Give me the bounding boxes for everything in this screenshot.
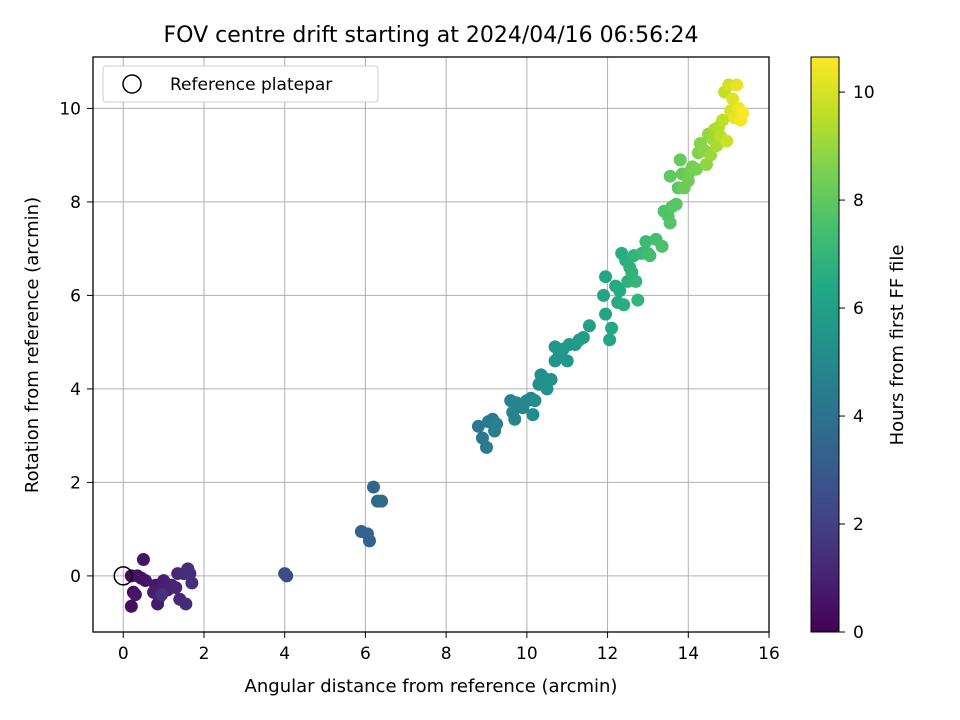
data-point [544,373,558,387]
data-point [716,113,730,127]
data-point [673,153,687,167]
y-tick-label: 0 [70,567,81,587]
data-point [375,494,389,508]
x-tick-label: 6 [360,644,371,664]
colorbar-tick-label: 0 [853,623,864,643]
data-point [185,576,199,590]
data-point [617,298,631,312]
colorbar-tick-label: 6 [853,299,864,319]
y-tick-label: 2 [70,473,81,493]
y-tick-label: 8 [70,193,81,213]
data-point [582,319,596,333]
y-tick-label: 4 [70,380,81,400]
data-point [669,197,683,211]
x-tick-label: 14 [677,644,699,664]
data-point [526,408,540,422]
data-point [560,354,574,368]
data-point [629,274,643,288]
colorbar-tick-label: 8 [853,191,864,211]
y-tick-label: 6 [70,286,81,306]
x-tick-label: 2 [199,644,210,664]
x-axis-ticks: 0 2 4 6 8 10 12 14 16 [118,632,780,664]
data-point [639,235,653,249]
data-point [597,288,611,302]
data-point [508,412,522,426]
data-point [613,284,627,298]
plot-frame [92,56,770,633]
data-point [643,249,657,263]
data-point [128,588,142,602]
legend-marker-icon [122,74,142,94]
data-point [490,417,504,431]
data-point [720,134,734,148]
y-tick-label: 10 [59,99,81,119]
data-point [663,169,677,183]
data-point [362,534,376,548]
x-tick-label: 4 [279,644,290,664]
colorbar-tick-label: 10 [853,83,875,103]
data-point [169,581,183,595]
data-point [726,92,740,106]
data-point [528,394,542,408]
x-tick-label: 12 [597,644,619,664]
data-point [599,270,613,284]
legend: Reference platepar [102,65,379,103]
y-axis-ticks: 0 2 4 6 8 10 [59,99,93,587]
data-point [730,78,744,92]
colorbar-label: Hours from first FF file [887,245,908,446]
data-point [179,597,193,611]
colorbar-gradient [810,56,840,633]
data-points [124,78,750,613]
data-point [124,599,138,613]
data-point [576,330,590,344]
x-tick-label: 0 [118,644,129,664]
colorbar-tick-label: 4 [853,407,864,427]
data-point [136,553,150,567]
data-point [605,321,619,335]
colorbar-tick-label: 2 [853,515,864,535]
data-point [663,216,677,230]
chart-title: FOV centre drift starting at 2024/04/16 … [164,23,699,48]
x-tick-label: 16 [758,644,780,664]
data-point [479,440,493,454]
data-point [736,106,750,120]
legend-box [102,65,379,103]
data-point [689,162,703,176]
data-point [655,239,669,253]
data-point [280,569,294,583]
data-point [471,419,485,433]
x-tick-label: 10 [516,644,538,664]
legend-entry-reference: Reference platepar [170,75,332,95]
data-point [366,480,380,494]
x-tick-label: 8 [441,644,452,664]
data-point [138,574,152,588]
data-point [599,307,613,321]
y-axis-label: Rotation from reference (arcmin) [22,197,43,493]
data-point [155,588,169,602]
reference-marker [113,566,134,586]
data-point [703,148,717,162]
data-point [631,293,645,307]
colorbar-ticks: 0 2 4 6 8 10 [839,83,875,643]
x-axis-label: Angular distance from reference (arcmin) [245,676,618,697]
grid-lines [93,57,770,632]
data-point [603,333,617,347]
